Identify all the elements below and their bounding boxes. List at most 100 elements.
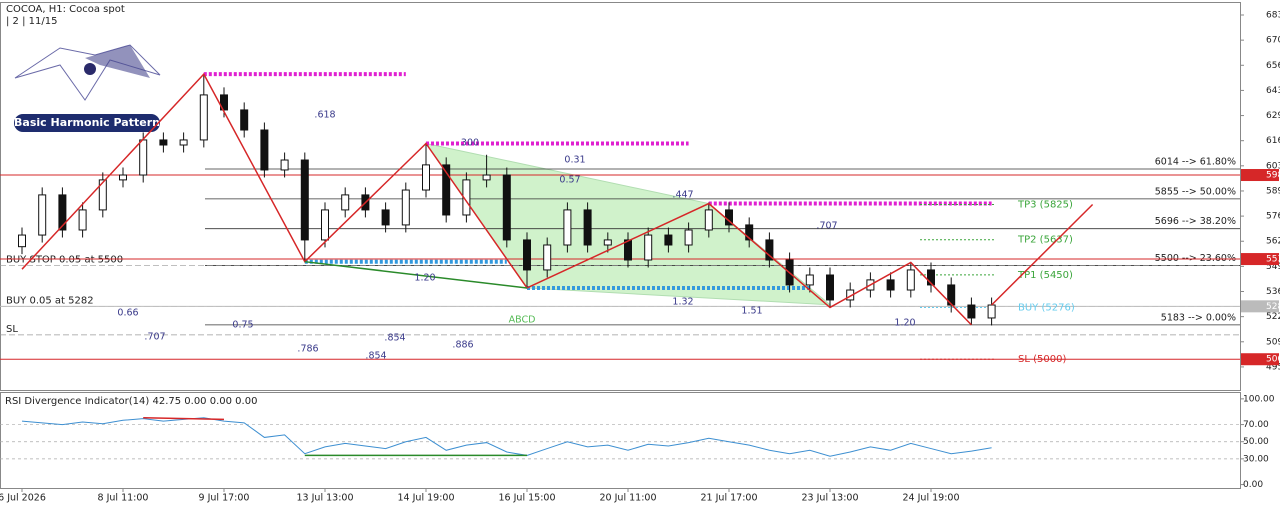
- y-tick-label: 6701: [1266, 36, 1280, 46]
- pattern-line: [991, 203, 1094, 306]
- candle-body: [523, 239, 531, 271]
- y-tick-label: 30.00: [1243, 454, 1269, 464]
- y-tick-label: 6835: [1266, 11, 1280, 21]
- price-box-label: 5534: [1266, 255, 1280, 265]
- rsi-frame: [0, 392, 1241, 489]
- y-tick-label: 5361: [1266, 287, 1280, 297]
- candle-body: [563, 209, 572, 246]
- price-box: [1241, 253, 1279, 266]
- logo-text: Basic Harmonic Pattern: [14, 116, 160, 129]
- ratio-label: 300: [461, 138, 479, 149]
- x-tick-label: 24 Jul 19:00: [903, 493, 960, 504]
- y-tick-label: 6299: [1266, 111, 1280, 121]
- x-tick-label: 6 Jul 2026: [0, 493, 46, 504]
- candle-body: [260, 129, 269, 171]
- y-tick-label: 0.00: [1243, 480, 1263, 490]
- candle-body: [826, 274, 834, 301]
- x-tick-label: 9 Jul 17:00: [199, 493, 250, 504]
- candle-body: [240, 109, 249, 131]
- y-tick-label: 5629: [1266, 237, 1280, 247]
- y-tick-label: 100.00: [1243, 394, 1275, 404]
- y-tick-label: 5897: [1266, 186, 1280, 196]
- candle-body: [644, 234, 653, 261]
- candle-body: [805, 274, 814, 286]
- logo-dot: [84, 63, 96, 75]
- candle-body: [765, 239, 774, 261]
- target-label: SL (5000): [1018, 354, 1066, 365]
- price-box-label: 5982: [1266, 171, 1280, 181]
- candle-body: [442, 164, 451, 216]
- y-tick-label: 70.00: [1243, 420, 1269, 430]
- y-tick-label: 6165: [1266, 136, 1280, 146]
- candle-body: [341, 194, 350, 211]
- candle-body: [321, 209, 329, 241]
- pattern-line: [304, 260, 528, 289]
- target-label: TP3 (5825): [1017, 199, 1073, 210]
- ratio-label: .707: [816, 221, 837, 232]
- candle-body: [927, 269, 935, 286]
- fib-label: 5500 --> 23.60%: [1155, 253, 1236, 264]
- candle-body: [139, 139, 148, 176]
- y-tick-label: 5763: [1266, 212, 1280, 222]
- ratio-label: .786: [297, 344, 318, 355]
- candle-body: [664, 234, 673, 246]
- candle-body: [98, 179, 107, 211]
- order-label: BUY 0.05 at 5282: [6, 295, 94, 306]
- ratio-label: 1.32: [672, 297, 693, 308]
- candle-body: [987, 304, 996, 319]
- chart-title: COCOA, H1: Cocoa spot: [6, 4, 125, 15]
- candle-body: [502, 174, 511, 241]
- candle-body: [886, 279, 895, 291]
- candle-body: [18, 234, 26, 248]
- fib-label: 5183 --> 0.00%: [1161, 312, 1236, 323]
- ratio-label: 1.51: [741, 306, 762, 317]
- y-tick-label: 6433: [1266, 86, 1280, 96]
- rsi-line: [21, 417, 992, 457]
- x-tick-label: 21 Jul 17:00: [701, 493, 758, 504]
- y-tick-label: 50.00: [1243, 437, 1269, 447]
- candle-body: [422, 164, 430, 191]
- target-label: BUY (5276): [1018, 302, 1075, 313]
- price-box: [1241, 169, 1279, 182]
- x-tick-label: 16 Jul 15:00: [499, 493, 556, 504]
- x-tick-label: 8 Jul 11:00: [98, 493, 149, 504]
- ratio-label: 1.20: [414, 273, 435, 284]
- candle-body: [704, 209, 713, 231]
- target-label: TP2 (5637): [1017, 235, 1073, 246]
- candle-body: [159, 139, 168, 146]
- candle-body: [78, 209, 87, 231]
- candle-body: [58, 194, 67, 231]
- candle-body: [199, 94, 208, 141]
- candle-body: [906, 269, 915, 291]
- price-frame: [0, 2, 1241, 391]
- y-tick-label: 6031: [1266, 161, 1280, 171]
- price-box-label: 5282: [1266, 302, 1280, 312]
- ratio-label: .618: [314, 110, 335, 121]
- ratio-label: 0.57: [559, 175, 580, 186]
- rsi-title: RSI Divergence Indicator(14) 42.75 0.00 …: [5, 396, 257, 407]
- candle-body: [967, 304, 976, 319]
- price-box: [1241, 353, 1279, 366]
- candle-body: [543, 244, 552, 271]
- candle-body: [220, 94, 228, 111]
- order-label: SL: [6, 324, 18, 335]
- ratio-label: .447: [672, 190, 693, 201]
- ratio-label: .707: [144, 332, 165, 343]
- y-tick-label: 6567: [1266, 61, 1280, 71]
- fib-label: 5855 --> 50.00%: [1155, 186, 1236, 197]
- candle-body: [624, 239, 632, 261]
- ratio-label: 1.20: [894, 318, 915, 329]
- ratio-label: 0.75: [232, 320, 253, 331]
- candle-body: [745, 224, 754, 241]
- order-label: BUY STOP 0.05 at 5500: [6, 254, 123, 265]
- fib-label: 5696 --> 38.20%: [1155, 216, 1236, 227]
- x-tick-label: 14 Jul 19:00: [398, 493, 455, 504]
- x-tick-label: 23 Jul 13:00: [802, 493, 859, 504]
- pattern-line: [143, 416, 225, 421]
- y-tick-label: 4959: [1266, 362, 1280, 372]
- y-tick-label: 5495: [1266, 262, 1280, 272]
- ratio-label: .886: [452, 340, 473, 351]
- candle-body: [381, 209, 390, 226]
